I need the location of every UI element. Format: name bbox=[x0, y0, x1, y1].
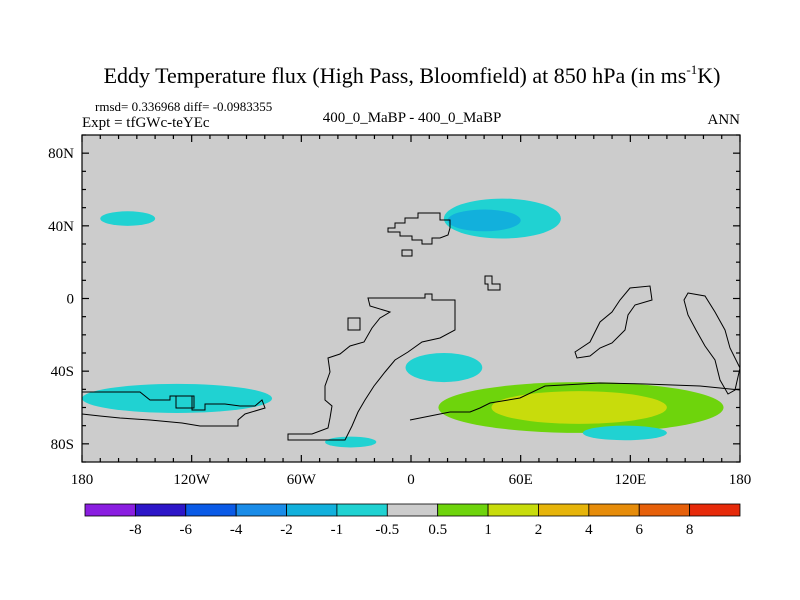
x-tick-labels: 180 120W 60W 0 60E 120E 180 bbox=[71, 472, 752, 488]
season-label: ANN bbox=[708, 112, 741, 128]
coastline-north-continent bbox=[387, 212, 451, 245]
colorbar-label: 6 bbox=[635, 522, 643, 538]
colorbar-label: 2 bbox=[535, 522, 543, 538]
colorbar-swatch bbox=[638, 503, 691, 517]
colorbar-swatch bbox=[84, 503, 136, 517]
field-region-9 bbox=[582, 425, 667, 441]
coastlines bbox=[82, 212, 740, 441]
colorbar-swatch bbox=[487, 503, 539, 517]
colorbar-label: -6 bbox=[180, 522, 193, 538]
axes bbox=[81, 134, 741, 463]
stats-label: rmsd= 0.336968 diff= -0.0983355 bbox=[95, 99, 272, 114]
y-tick-label: 80S bbox=[51, 437, 74, 453]
field-region-2 bbox=[447, 209, 521, 232]
x-tick-label: 120W bbox=[173, 472, 211, 488]
colorbar-swatch bbox=[689, 503, 741, 517]
field-region-4 bbox=[82, 383, 273, 413]
coastline-east-continent-2 bbox=[683, 292, 740, 395]
colorbar-swatch bbox=[336, 503, 388, 517]
colorbar-label: 0.5 bbox=[428, 522, 447, 538]
chart-title: Eddy Temperature flux (High Pass, Bloomf… bbox=[104, 62, 721, 88]
colorbar-label: -0.5 bbox=[375, 522, 399, 538]
x-tick-label: 120E bbox=[614, 472, 646, 488]
coastline-east-continent-1 bbox=[574, 285, 653, 359]
colorbar-label: -8 bbox=[129, 522, 142, 538]
colorbar-label: 1 bbox=[484, 522, 492, 538]
colorbar bbox=[84, 503, 741, 517]
colorbar-swatch bbox=[437, 503, 489, 517]
x-tick-label: 60W bbox=[287, 472, 317, 488]
colorbar-swatch bbox=[538, 503, 590, 517]
y-tick-label: 80N bbox=[48, 146, 74, 162]
x-tick-label: 180 bbox=[729, 472, 752, 488]
coastline-small-island bbox=[401, 249, 413, 257]
colorbar-swatch bbox=[386, 503, 439, 517]
colorbar-label: -2 bbox=[280, 522, 293, 538]
y-tick-label: 40S bbox=[51, 364, 74, 380]
coastline-west-coast bbox=[82, 391, 266, 427]
coastline-southern-ridge bbox=[409, 382, 740, 421]
field-region-6 bbox=[325, 436, 377, 448]
coastline-small-basin bbox=[175, 395, 195, 409]
colorbar-label: 4 bbox=[585, 522, 593, 538]
y-tick-label: 40N bbox=[48, 219, 74, 235]
colorbar-labels: -8 -6 -4 -2 -1 -0.5 0.5 1 2 4 6 8 bbox=[129, 522, 693, 538]
colorbar-swatch bbox=[134, 503, 187, 517]
field-region-3 bbox=[100, 211, 156, 226]
coastline-central-continent bbox=[287, 293, 456, 441]
title-main: Eddy Temperature flux (High Pass, Bloomf… bbox=[104, 63, 687, 88]
title-superscript: -1 bbox=[686, 62, 697, 77]
title-end: K) bbox=[697, 63, 720, 88]
expt-label: Expt = tfGWc-teYEc bbox=[82, 115, 210, 131]
center-label: 400_0_MaBP - 400_0_MaBP bbox=[323, 110, 502, 126]
field-region-8 bbox=[491, 391, 667, 424]
colorbar-label: -4 bbox=[230, 522, 243, 538]
field-regions bbox=[82, 198, 724, 448]
y-tick-labels: 80N 40N 0 40S 80S bbox=[48, 146, 74, 453]
x-tick-label: 180 bbox=[71, 472, 94, 488]
y-tick-label: 0 bbox=[67, 292, 75, 308]
coastline-west-island bbox=[347, 317, 361, 331]
colorbar-swatch bbox=[235, 503, 287, 517]
field-region-5 bbox=[405, 353, 483, 383]
colorbar-swatch bbox=[588, 503, 640, 517]
colorbar-swatch bbox=[286, 503, 338, 517]
coastline-east-peninsula bbox=[484, 275, 501, 291]
colorbar-swatch bbox=[185, 503, 237, 517]
x-tick-label: 60E bbox=[509, 472, 533, 488]
plot-area bbox=[82, 135, 740, 462]
colorbar-label: 8 bbox=[686, 522, 694, 538]
colorbar-label: -1 bbox=[331, 522, 344, 538]
x-tick-label: 0 bbox=[407, 472, 415, 488]
